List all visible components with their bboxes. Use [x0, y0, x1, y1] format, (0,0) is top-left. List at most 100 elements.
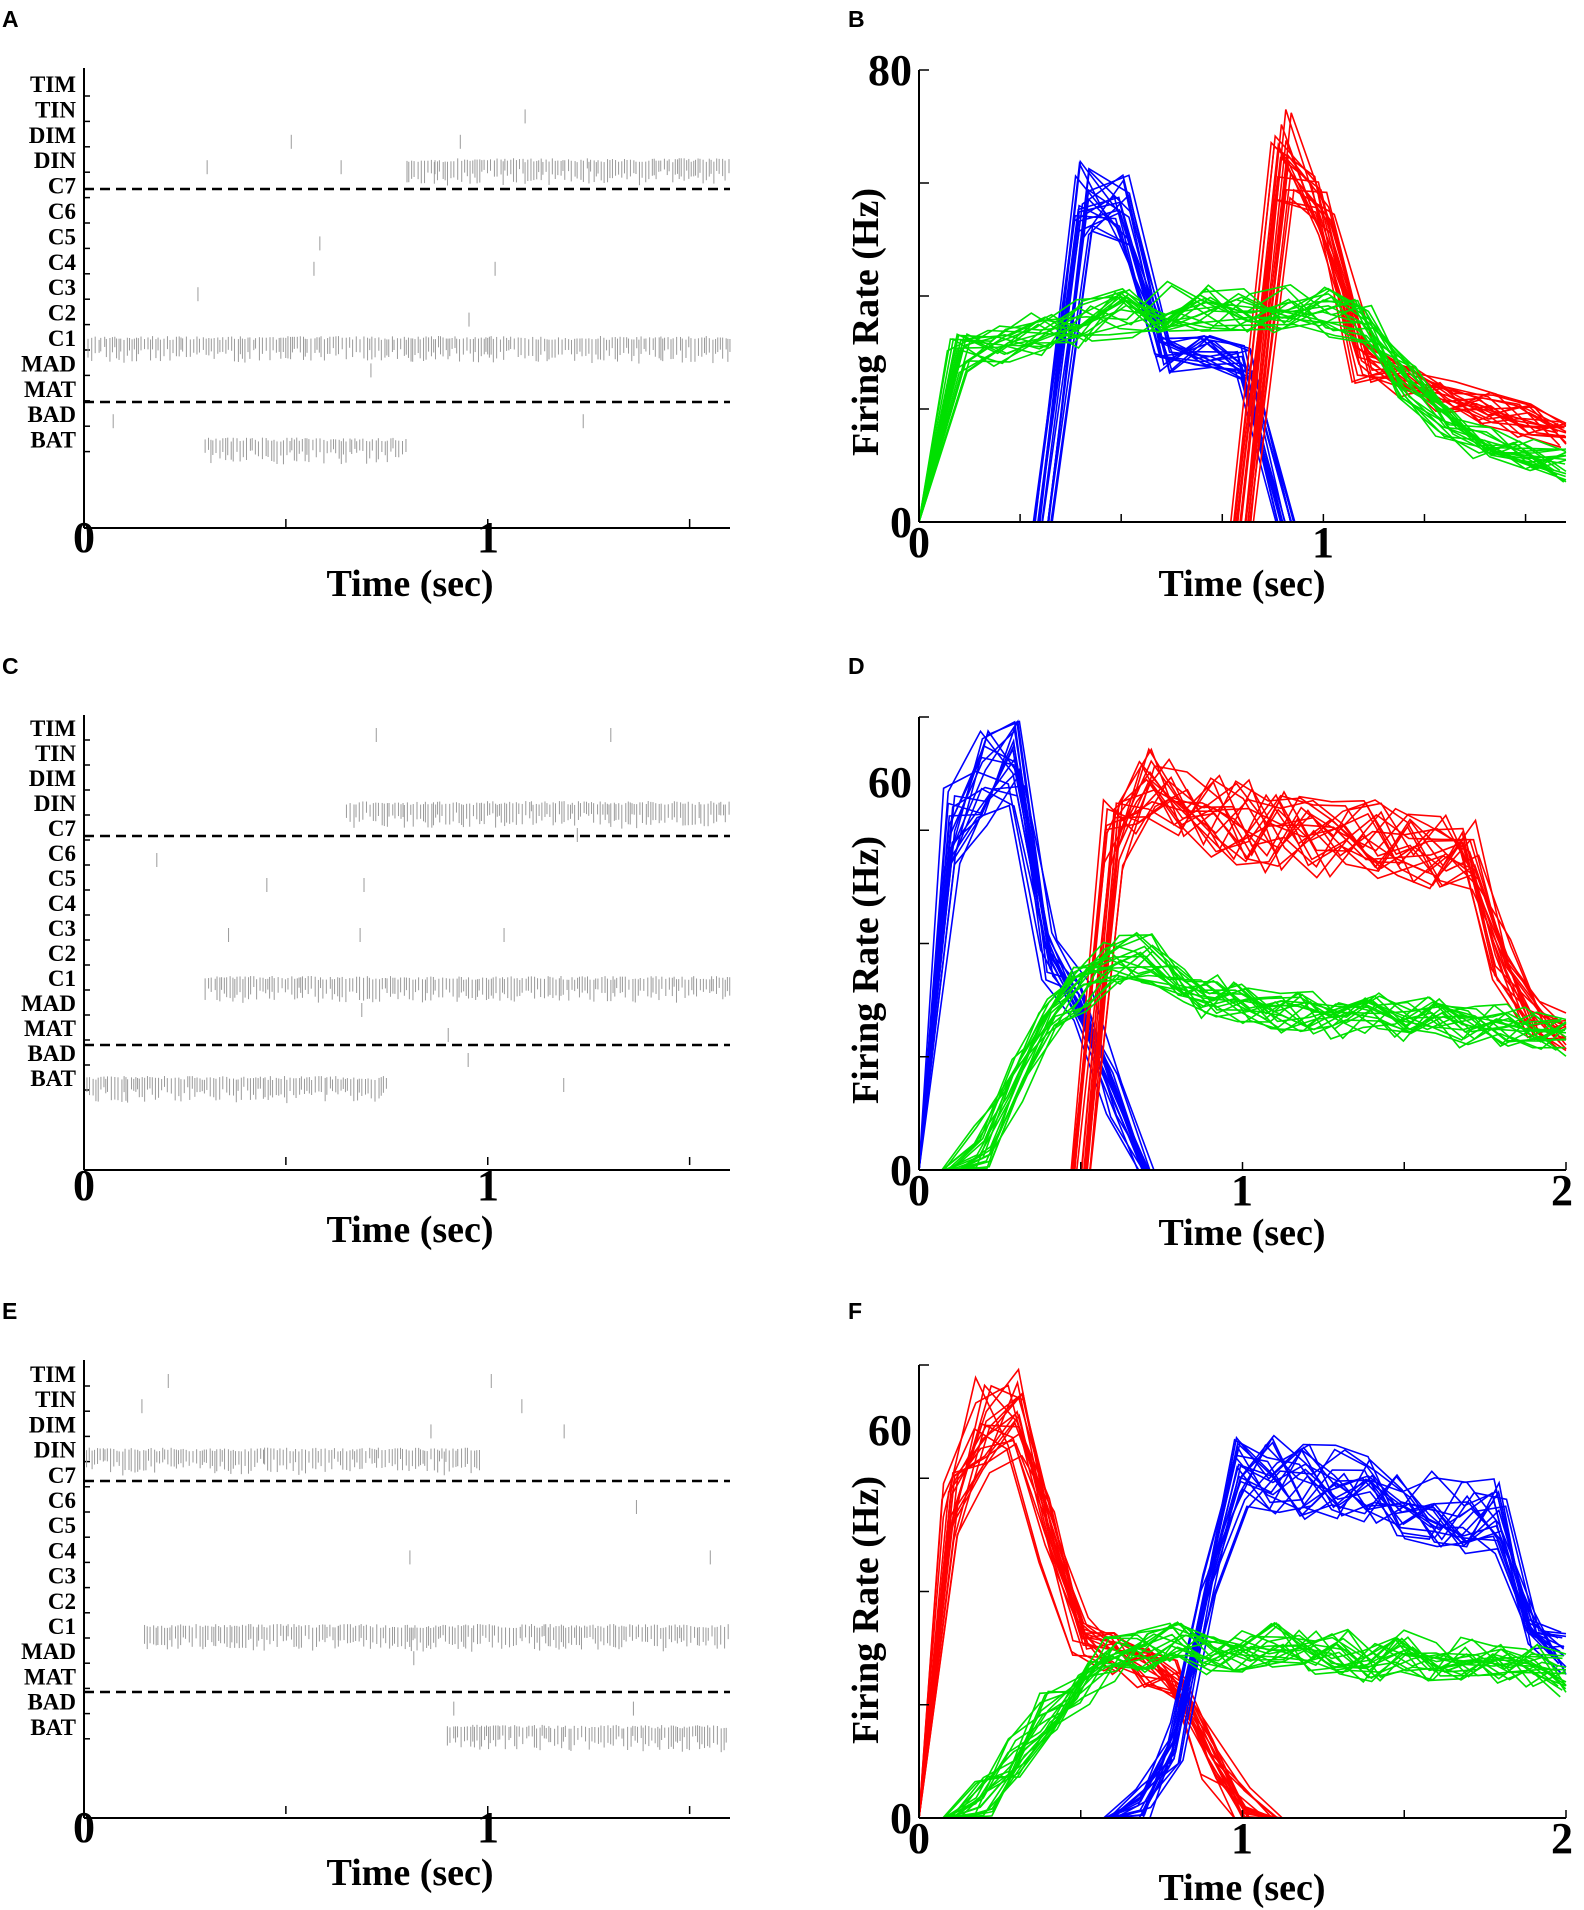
x-tick-label-c-1: 1 [477, 1161, 499, 1210]
raster-row-label-mad-a: MAD [21, 351, 76, 376]
raster-row-label-c3-a: C3 [48, 275, 76, 300]
panel-e: E TIMTINDIMDINC7C6C5C4C3C2C1MADMATBADBAT… [2, 1298, 730, 1894]
trace-green-d-6 [919, 934, 1567, 1171]
trace-green-b-17 [918, 287, 1567, 523]
raster-row-label-tin-c: TIN [35, 741, 76, 766]
raster-row-label-tin-e: TIN [35, 1387, 76, 1412]
x-axis-title-a: Time (sec) [326, 563, 493, 605]
trace-green-d-12 [919, 944, 1567, 1171]
panel-a: A TIMTINDIMDINC7C6C5C4C3C2C1MADMATBADBAT… [2, 6, 731, 605]
trace-green-d-18 [919, 931, 1558, 1171]
trace-green-b-16 [918, 310, 1567, 523]
raster-row-label-bat-a: BAT [30, 428, 76, 453]
x-tick-label-a-1: 1 [477, 513, 499, 562]
trace-green-b-15 [918, 295, 1566, 523]
x-ticks-b [1019, 514, 1527, 522]
x-tick-label-f-0: 0 [908, 1814, 930, 1863]
raster-row-label-c6-a: C6 [48, 199, 76, 224]
x-tick-label-b-1: 1 [1312, 518, 1334, 567]
trace-blue-d-11 [918, 738, 1564, 1171]
raster-row-label-bat-e: BAT [30, 1715, 76, 1740]
trace-green-d-17 [919, 975, 1567, 1171]
y-tick-label-d-60: 60 [868, 758, 912, 807]
x-ticks-e [83, 1806, 691, 1814]
x-tick-label-e-1: 1 [477, 1803, 499, 1852]
raster-row-label-c2-e: C2 [48, 1589, 76, 1614]
y-ticks-d [919, 716, 929, 1058]
trace-green-f-11 [919, 1623, 1567, 1819]
panel-letter-f: F [848, 1298, 862, 1324]
raster-row-label-c4-c: C4 [48, 891, 77, 916]
trace-green-f-19 [919, 1623, 1560, 1819]
raster-row-label-c2-a: C2 [48, 301, 76, 326]
x-tick-label-c-0: 0 [73, 1161, 95, 1210]
x-axis-title-d: Time (sec) [1158, 1212, 1325, 1254]
trace-green-b-18 [918, 298, 1558, 523]
trace-green-d-9 [919, 934, 1557, 1171]
raster-row-label-c7-e: C7 [48, 1463, 76, 1488]
panel-b: B 0 1 0 80 Time (sec) Firing Rate (Hz) [845, 6, 1567, 605]
y-tick-label-d-0: 0 [890, 1146, 912, 1195]
trace-green-b-13 [918, 288, 1567, 523]
trace-blue-d-6 [918, 729, 1565, 1171]
trace-green-d-1 [919, 949, 1563, 1171]
raster-row-label-bat-c: BAT [30, 1066, 76, 1091]
raster-row-label-c1-c: C1 [48, 966, 76, 991]
trace-green-b-3 [918, 284, 1567, 523]
panel-letter-a: A [2, 6, 19, 32]
x-axis-title-e: Time (sec) [326, 1852, 493, 1894]
x-ticks-d [1080, 1162, 1567, 1170]
raster-row-label-bad-e: BAD [27, 1690, 76, 1715]
x-tick-label-d-1: 1 [1231, 1166, 1253, 1215]
raster-row-label-tim-c: TIM [30, 716, 76, 741]
y-tick-label-b-80: 80 [868, 46, 912, 95]
raster-row-label-c6-c: C6 [48, 841, 76, 866]
raster-row-label-tin-a: TIN [35, 97, 76, 122]
panel-c: C TIMTINDIMDINC7C6C5C4C3C2C1MADMATBADBAT… [2, 653, 731, 1251]
trace-green-d-5 [919, 945, 1565, 1171]
raster-row-label-c4-e: C4 [48, 1538, 77, 1563]
trace-red-d-16 [919, 770, 1567, 1171]
panel-d: D 0 1 2 0 60 Time (sec) Firing Rate (Hz) [845, 653, 1573, 1254]
y-axis-title-d: Firing Rate (Hz) [845, 836, 887, 1104]
x-tick-label-b-0: 0 [908, 518, 930, 567]
trace-green-b-11 [918, 292, 1567, 523]
traces-d [918, 719, 1567, 1171]
raster-row-label-tim-e: TIM [30, 1362, 76, 1387]
raster-spikes-e [83, 1374, 729, 1753]
trace-green-f-17 [919, 1630, 1567, 1819]
raster-row-label-mat-a: MAT [24, 377, 76, 402]
x-ticks-c [83, 1157, 691, 1165]
y-ticks-b [919, 69, 929, 410]
raster-row-label-c7-c: C7 [48, 816, 76, 841]
x-ticks-a [83, 519, 691, 527]
panel-letter-d: D [848, 653, 865, 679]
trace-green-d-19 [919, 955, 1567, 1171]
y-tick-label-f-0: 0 [890, 1794, 912, 1843]
raster-row-label-mat-c: MAT [24, 1016, 76, 1041]
y-axis-title-b: Firing Rate (Hz) [845, 188, 887, 456]
raster-row-label-c3-e: C3 [48, 1564, 76, 1589]
trace-green-f-12 [919, 1629, 1559, 1819]
raster-row-label-c6-e: C6 [48, 1488, 76, 1513]
x-tick-label-a-0: 0 [73, 513, 95, 562]
raster-spikes-a [83, 109, 731, 465]
x-tick-label-f-2: 2 [1551, 1814, 1573, 1863]
traces-f [918, 1367, 1567, 1819]
x-axis-title-f: Time (sec) [1158, 1867, 1325, 1909]
trace-green-f-18 [919, 1622, 1567, 1819]
raster-row-label-c7-a: C7 [48, 174, 76, 199]
raster-row-label-c1-a: C1 [48, 326, 76, 351]
raster-row-label-c5-a: C5 [48, 224, 76, 249]
raster-row-label-mad-c: MAD [21, 991, 76, 1016]
trace-green-d-13 [919, 951, 1562, 1171]
raster-row-label-mat-e: MAT [24, 1664, 76, 1689]
x-ticks-f [1080, 1810, 1567, 1818]
x-axis-title-c: Time (sec) [326, 1209, 493, 1251]
y-tick-label-f-60: 60 [868, 1406, 912, 1455]
panel-letter-c: C [2, 653, 19, 679]
